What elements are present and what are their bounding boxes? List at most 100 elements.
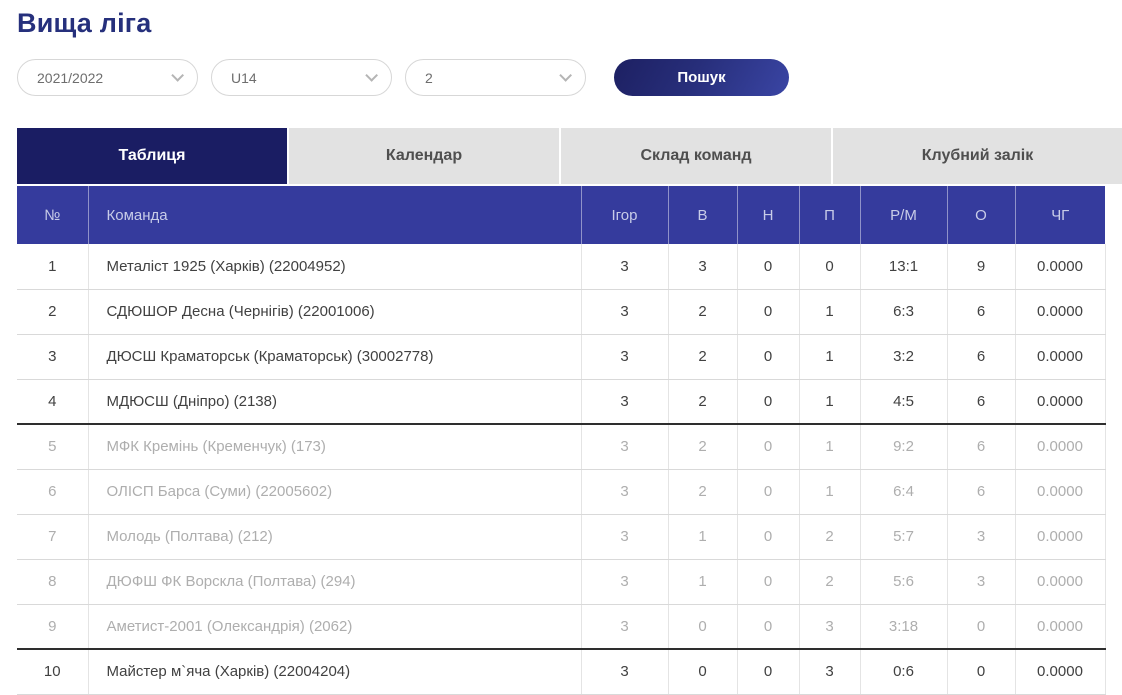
tab-club-standings[interactable]: Клубний залік [833, 128, 1122, 184]
draws: 0 [737, 334, 800, 380]
team-name: МФК Кремінь (Кременчук) (173) [88, 424, 582, 470]
goal-ratio: 6:3 [860, 289, 948, 335]
tab-calendar[interactable]: Календар [289, 128, 561, 184]
wins: 2 [668, 424, 738, 470]
row-position: 10 [17, 649, 89, 695]
wins: 2 [668, 469, 738, 515]
chevron-down-icon [559, 69, 572, 82]
column-header-wins: В [668, 186, 738, 244]
group-select-value: 2 [425, 69, 433, 86]
table-row: 6 ОЛІСП Барса (Суми) (22005602) 3 2 0 1 … [17, 469, 1106, 515]
fairplay-value: 0.0000 [1015, 469, 1106, 515]
fairplay-value: 0.0000 [1015, 514, 1106, 560]
wins: 0 [668, 649, 738, 695]
team-name: ДЮСШ Краматорськ (Краматорськ) (30002778… [88, 334, 582, 380]
chevron-down-icon [171, 69, 184, 82]
table-row: 9 Аметист-2001 (Олександрія) (2062) 3 0 … [17, 604, 1106, 650]
column-header-points: О [947, 186, 1016, 244]
games-played: 3 [581, 424, 669, 470]
column-header-goals: Р/М [860, 186, 948, 244]
goal-ratio: 5:6 [860, 559, 948, 605]
column-header-fairplay: ЧГ [1015, 186, 1105, 244]
points: 6 [947, 289, 1016, 335]
search-button[interactable]: Пошук [614, 59, 789, 96]
row-position: 9 [17, 604, 89, 650]
tab-squads[interactable]: Склад команд [561, 128, 833, 184]
goal-ratio: 13:1 [860, 244, 948, 290]
group-select[interactable]: 2 [405, 59, 586, 96]
chevron-down-icon [365, 69, 378, 82]
tab-table[interactable]: Таблиця [17, 128, 289, 184]
points: 6 [947, 334, 1016, 380]
losses: 2 [799, 559, 861, 605]
points: 3 [947, 514, 1016, 560]
wins: 2 [668, 334, 738, 380]
row-position: 8 [17, 559, 89, 605]
wins: 1 [668, 559, 738, 605]
fairplay-value: 0.0000 [1015, 604, 1106, 650]
goal-ratio: 3:2 [860, 334, 948, 380]
games-played: 3 [581, 244, 669, 290]
row-position: 2 [17, 289, 89, 335]
table-row: 10 Майстер м`яча (Харків) (22004204) 3 0… [17, 649, 1106, 695]
losses: 1 [799, 424, 861, 470]
draws: 0 [737, 289, 800, 335]
team-name: Аметист-2001 (Олександрія) (2062) [88, 604, 582, 650]
season-select[interactable]: 2021/2022 [17, 59, 198, 96]
goal-ratio: 6:4 [860, 469, 948, 515]
points: 6 [947, 424, 1016, 470]
losses: 1 [799, 469, 861, 515]
points: 0 [947, 649, 1016, 695]
column-header-draws: Н [737, 186, 800, 244]
team-name: ДЮФШ ФК Ворскла (Полтава) (294) [88, 559, 582, 605]
fairplay-value: 0.0000 [1015, 289, 1106, 335]
wins: 1 [668, 514, 738, 560]
team-name: МДЮСШ (Дніпро) (2138) [88, 379, 582, 425]
age-group-select[interactable]: U14 [211, 59, 392, 96]
fairplay-value: 0.0000 [1015, 244, 1106, 290]
column-header-losses: П [799, 186, 861, 244]
standings-table: № Команда Ігор В Н П Р/М О ЧГ 1 Металіст… [17, 186, 1106, 695]
table-row: 4 МДЮСШ (Дніпро) (2138) 3 2 0 1 4:5 6 0.… [17, 379, 1106, 425]
wins: 2 [668, 289, 738, 335]
draws: 0 [737, 514, 800, 560]
row-position: 1 [17, 244, 89, 290]
games-played: 3 [581, 604, 669, 650]
games-played: 3 [581, 469, 669, 515]
fairplay-value: 0.0000 [1015, 379, 1106, 425]
losses: 1 [799, 289, 861, 335]
team-name: Металіст 1925 (Харків) (22004952) [88, 244, 582, 290]
fairplay-value: 0.0000 [1015, 559, 1106, 605]
losses: 3 [799, 604, 861, 650]
losses: 1 [799, 379, 861, 425]
row-position: 7 [17, 514, 89, 560]
table-row: 1 Металіст 1925 (Харків) (22004952) 3 3 … [17, 244, 1106, 290]
points: 6 [947, 379, 1016, 425]
losses: 2 [799, 514, 861, 560]
column-header-games: Ігор [581, 186, 669, 244]
table-row: 5 МФК Кремінь (Кременчук) (173) 3 2 0 1 … [17, 424, 1106, 470]
season-select-value: 2021/2022 [37, 69, 104, 86]
games-played: 3 [581, 514, 669, 560]
wins: 0 [668, 604, 738, 650]
goal-ratio: 4:5 [860, 379, 948, 425]
draws: 0 [737, 559, 800, 605]
losses: 0 [799, 244, 861, 290]
draws: 0 [737, 469, 800, 515]
row-position: 4 [17, 379, 89, 425]
wins: 3 [668, 244, 738, 290]
games-played: 3 [581, 334, 669, 380]
draws: 0 [737, 379, 800, 425]
points: 0 [947, 604, 1016, 650]
age-group-select-value: U14 [231, 69, 257, 86]
table-row: 3 ДЮСШ Краматорськ (Краматорськ) (300027… [17, 334, 1106, 380]
fairplay-value: 0.0000 [1015, 334, 1106, 380]
draws: 0 [737, 244, 800, 290]
games-played: 3 [581, 379, 669, 425]
points: 3 [947, 559, 1016, 605]
points: 9 [947, 244, 1016, 290]
games-played: 3 [581, 649, 669, 695]
draws: 0 [737, 604, 800, 650]
fairplay-value: 0.0000 [1015, 424, 1106, 470]
goal-ratio: 3:18 [860, 604, 948, 650]
